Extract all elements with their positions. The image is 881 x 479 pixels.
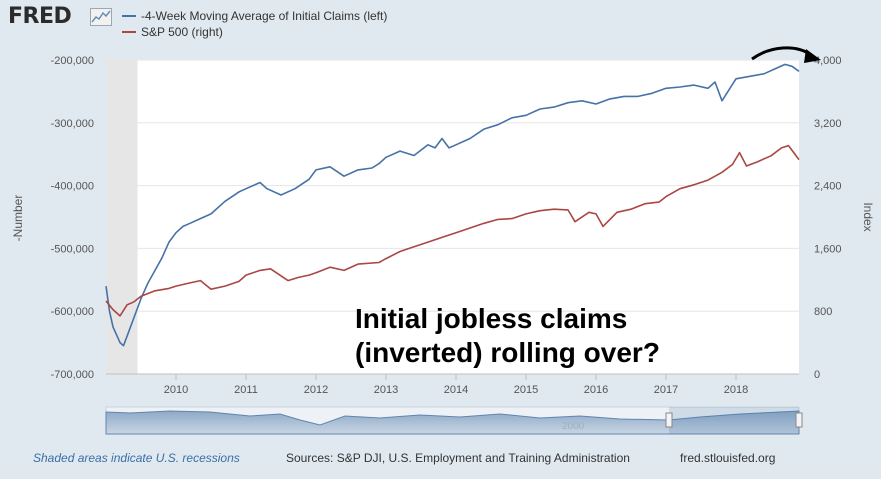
y-tick-label-left: -600,000 xyxy=(51,306,94,318)
legend-swatch-claims xyxy=(122,15,136,17)
x-tick-label: 2012 xyxy=(304,384,328,396)
navigator-year-label: 2000 xyxy=(562,421,585,432)
annotation-arrow xyxy=(751,46,812,61)
x-tick-label: 2014 xyxy=(444,384,468,396)
y-tick-label-right: 800 xyxy=(814,306,832,318)
y-tick-label-right: 0 xyxy=(814,369,820,381)
y-tick-label-left: -500,000 xyxy=(51,243,94,255)
legend-item-sp500: S&P 500 (right) xyxy=(122,24,387,40)
legend-label-sp500: S&P 500 (right) xyxy=(141,25,223,39)
navigator-series xyxy=(105,410,800,435)
y-tick-label-right: 2,400 xyxy=(814,181,842,193)
y-tick-label-right: 3,200 xyxy=(814,118,842,130)
navigator-handle-right[interactable] xyxy=(795,412,803,428)
x-tick-label: 2013 xyxy=(374,384,398,396)
y-tick-label-left: -300,000 xyxy=(51,118,94,130)
annotation-line-1: Initial jobless claims xyxy=(355,303,628,334)
legend-label-claims: -4-Week Moving Average of Initial Claims… xyxy=(141,9,388,23)
plot-area xyxy=(106,60,799,374)
y-tick-label-left: -200,000 xyxy=(51,55,94,67)
x-tick-label: 2016 xyxy=(584,384,608,396)
fred-logo: FRED xyxy=(8,4,72,29)
series-line-claims[interactable] xyxy=(105,63,800,347)
x-tick-label: 2017 xyxy=(654,384,678,396)
legend-swatch-sp500 xyxy=(122,31,136,33)
y-axis-label-left: -Number xyxy=(11,195,25,242)
annotation-line-2: (inverted) rolling over? xyxy=(355,337,660,368)
chart-legend: -4-Week Moving Average of Initial Claims… xyxy=(122,8,387,40)
y-axis-label-right: Index xyxy=(861,202,875,231)
y-tick-label-left: -400,000 xyxy=(51,181,94,193)
site-link[interactable]: fred.stlouisfed.org xyxy=(680,451,776,465)
x-tick-label: 2010 xyxy=(164,384,188,396)
x-tick-label: 2011 xyxy=(234,384,258,396)
y-tick-label-right: 1,600 xyxy=(814,243,842,255)
navigator-selection[interactable] xyxy=(669,407,799,434)
series-line-sp500[interactable] xyxy=(105,144,800,317)
x-tick-label: 2018 xyxy=(724,384,748,396)
y-tick-label-left: -700,000 xyxy=(51,369,94,381)
range-navigator[interactable]: 2000 xyxy=(105,406,803,435)
recession-note: Shaded areas indicate U.S. recessions xyxy=(33,451,240,465)
annotation-arrowhead xyxy=(804,49,821,63)
legend-item-claims: -4-Week Moving Average of Initial Claims… xyxy=(122,8,387,24)
navigator-handle-left[interactable] xyxy=(665,412,673,428)
sources-note: Sources: S&P DJI, U.S. Employment and Tr… xyxy=(286,451,630,465)
recession-shading xyxy=(106,60,138,374)
fred-chart-icon xyxy=(90,8,112,26)
chart-annotation: Initial jobless claims (inverted) rollin… xyxy=(355,302,660,370)
x-tick-label: 2015 xyxy=(514,384,538,396)
y-tick-label-right: 4,000 xyxy=(814,55,842,67)
